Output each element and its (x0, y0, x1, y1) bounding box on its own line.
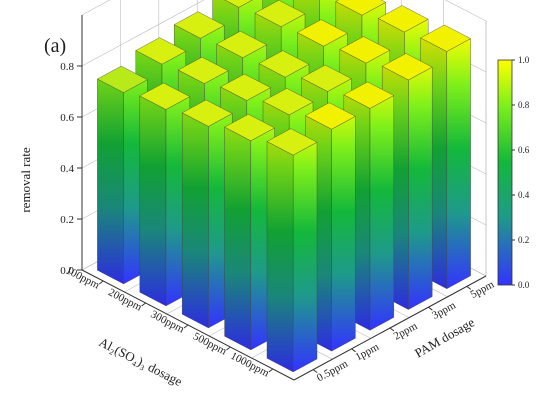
bar-top (173, 11, 225, 39)
bar-top (139, 82, 191, 110)
bar-top (266, 128, 318, 156)
x-tick-label: 1000ppm (229, 350, 272, 380)
bar-top (254, 0, 306, 27)
bar-top (224, 0, 253, 8)
bar-top (420, 24, 472, 52)
bar-top (262, 88, 314, 116)
bar-front (293, 141, 318, 373)
colorbar-tick-label: 1.0 (518, 55, 530, 65)
z-tick-label: 0.4 (60, 163, 74, 175)
panel-label: (a) (44, 35, 66, 57)
bar-front (446, 38, 471, 290)
z-tick-label: 0.6 (60, 112, 74, 124)
bar-front (369, 95, 394, 331)
bar-top (181, 99, 233, 127)
x-tick-label: 500ppm (191, 330, 229, 357)
x-tick (141, 302, 146, 307)
z-tick-label: 0.8 (60, 61, 74, 73)
bar-top (296, 19, 348, 47)
bar-side-shade (182, 112, 209, 328)
bar-top (258, 50, 310, 78)
z-axis-title: removal rate (18, 147, 33, 213)
y-tick-label: 2ppm (392, 320, 420, 343)
colorbar-tick-label: 0.0 (518, 280, 530, 290)
bar-top (135, 37, 187, 65)
x-tick-label: 300ppm (149, 308, 187, 335)
colorbar: 0.0 0.2 0.4 0.6 0.8 1.0 (497, 55, 530, 290)
bar-top (220, 73, 272, 101)
y-tick-label: 1ppm (353, 341, 381, 364)
x-axis-title: Al₂(SO₄)₃ dosage (97, 334, 185, 389)
z-tick-label: 0.2 (60, 214, 74, 226)
x-tick (98, 280, 104, 285)
bar-top (381, 53, 433, 81)
bar-side-shade (97, 79, 124, 284)
x-tick (183, 324, 189, 329)
colorbar-tick-label: 0.2 (518, 235, 529, 245)
bar-top (304, 102, 356, 130)
y-tick (389, 327, 395, 332)
colorbar-rect (497, 59, 513, 286)
bar-1000ppm-0.5ppm (266, 128, 318, 373)
bar-top (96, 65, 148, 93)
y-axis-title: PAM dosage (412, 314, 477, 360)
x-tick-label: 200ppm (106, 286, 144, 313)
y-tick-label: 3ppm (430, 299, 458, 322)
colorbar-tick-label: 0.8 (518, 100, 530, 110)
bar-top (216, 30, 268, 58)
bar-top (300, 64, 352, 92)
y-tick (351, 348, 356, 353)
x-tick-label: 100ppm (64, 264, 102, 291)
y-tick (428, 306, 433, 311)
bar-front (408, 66, 433, 310)
bar-side-shade (224, 127, 251, 350)
y-tick-label: 5ppm (469, 278, 497, 301)
chart-axes (77, 15, 487, 381)
bar-top (224, 113, 276, 142)
colorbar-tick-label: 0.4 (518, 190, 530, 200)
bar-top (339, 36, 391, 64)
x-tick (268, 368, 274, 373)
bar-top (177, 56, 229, 84)
colorbar-tick-label: 0.6 (518, 145, 530, 155)
bar-side-shade (139, 95, 166, 306)
y-tick (312, 369, 318, 374)
z-tick-label: 0.0 (60, 265, 74, 277)
bar-top (343, 81, 395, 109)
bar-top (377, 5, 429, 33)
bar-side-shade (267, 141, 294, 372)
y-tick (466, 285, 472, 290)
y-tick-label: 0.5ppm (315, 358, 350, 385)
bar-front (331, 115, 356, 352)
x-tick (226, 346, 231, 351)
bar-top (335, 0, 387, 16)
chart-bars (96, 0, 472, 373)
